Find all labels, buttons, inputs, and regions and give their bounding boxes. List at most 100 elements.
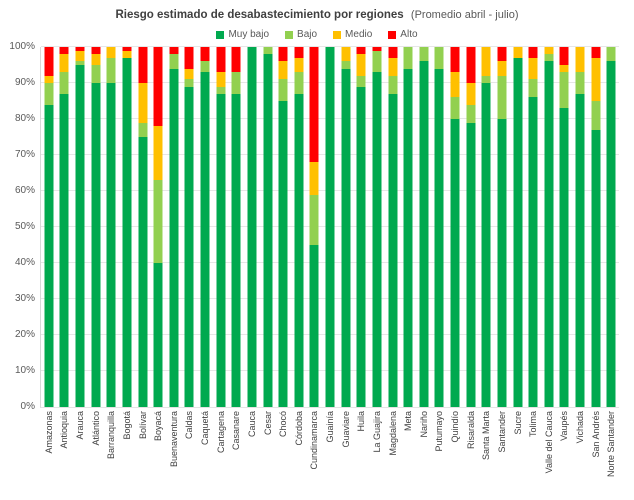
legend-label-bajo: Bajo (297, 29, 318, 40)
segment-bajo-amazonas (44, 83, 54, 105)
bar-slot-atlantico: Atlántico (88, 47, 104, 446)
segment-medio-bogota (122, 50, 132, 58)
y-axis-tick-20: 20% (14, 329, 35, 340)
legend-item-medio: Medio (333, 29, 372, 40)
bar-caldas (184, 47, 194, 407)
y-axis-tick-40: 40% (14, 257, 35, 268)
x-axis-label-meta: Meta (403, 411, 414, 432)
y-axis-tick-30: 30% (14, 293, 35, 304)
segment-muy-bajo-caqueta (200, 72, 210, 407)
segment-alto-atlantico (91, 47, 101, 55)
bar-choco (278, 47, 288, 407)
bar-guainia (325, 47, 335, 407)
bar-slot-cartagena: Cartagena (213, 47, 229, 453)
bar-slot-guaviare: Guaviare (338, 47, 354, 448)
segment-bajo-norte-santander (606, 47, 616, 62)
x-axis-label-huila: Huila (356, 411, 367, 432)
bar-slot-quindio: Quindío (447, 47, 463, 443)
plot-area: 0% 10% 20% 30% 40% 50% 60% 70% 80% 90% 100% Amazona… (9, 41, 619, 477)
segment-muy-bajo-la-guajira (372, 72, 382, 407)
bar-bogota (122, 47, 132, 407)
segment-medio-antioquia (59, 54, 69, 73)
segment-muy-bajo-meta (403, 68, 413, 407)
bar-slot-san-andres: San Andrés (588, 47, 604, 458)
x-axis-label-cesar: Cesar (262, 411, 273, 436)
segment-bajo-risaralda (466, 104, 476, 123)
x-axis-label-caqueta: Caquetá (200, 411, 211, 446)
legend-swatch-medio-icon (333, 30, 342, 39)
y-axis-tick-100: 100% (9, 41, 35, 52)
x-axis-label-sucre: Sucre (512, 411, 523, 435)
segment-muy-bajo-caldas (184, 86, 194, 407)
segment-alto-buenaventura (169, 47, 179, 55)
bar-vaupes (559, 47, 569, 407)
x-axis-label-buenaventura: Buenaventura (168, 411, 179, 468)
segment-muy-bajo-antioquia (59, 93, 69, 407)
segment-medio-risaralda (466, 83, 476, 105)
bar-antioquia (59, 47, 69, 407)
segment-medio-choco (278, 61, 288, 80)
bar-slot-cordoba: Córdoba (291, 47, 307, 446)
segment-muy-bajo-choco (278, 101, 288, 407)
bar-slot-cauca: Cauca (244, 47, 260, 437)
segment-bajo-cesar (263, 47, 273, 55)
bar-slot-magdalena: Magdalena (385, 47, 401, 456)
segment-bajo-cundinamarca (309, 194, 319, 245)
segment-medio-amazonas (44, 75, 54, 84)
segment-bajo-narino (419, 47, 429, 62)
bar-caqueta (200, 47, 210, 407)
y-axis-tick-90: 90% (14, 77, 35, 88)
segment-alto-tolima (528, 47, 538, 58)
segment-alto-vaupes (559, 47, 569, 66)
x-axis-label-atlantico: Atlántico (90, 411, 101, 446)
y-axis-tick-80: 80% (14, 113, 35, 124)
segment-bajo-choco (278, 79, 288, 101)
segment-bajo-huila (356, 75, 366, 87)
bar-slot-tolima: Tolima (525, 47, 541, 437)
segment-alto-san-andres (591, 47, 601, 58)
x-axis-label-valle-del-cauca: Valle del Cauca (543, 411, 554, 474)
segment-muy-bajo-sucre (513, 57, 523, 407)
segment-medio-quindio (450, 72, 460, 98)
segment-bajo-valle-del-cauca (544, 54, 554, 62)
bar-slot-huila: Huila (354, 47, 370, 432)
segment-bajo-magdalena (388, 75, 398, 94)
bar-cauca (247, 47, 257, 407)
segment-bajo-cordoba (294, 72, 304, 94)
x-axis-label-la-guajira: La Guajira (371, 411, 382, 453)
bar-slot-cundinamarca: Cundinamarca (307, 47, 323, 470)
segment-muy-bajo-putumayo (434, 68, 444, 407)
segment-medio-boyaca (153, 126, 163, 181)
bar-slot-choco: Chocó (275, 47, 291, 437)
x-axis-label-cundinamarca: Cundinamarca (309, 411, 320, 470)
bar-slot-antioquia: Antioquia (57, 47, 73, 449)
segment-medio-tolima (528, 57, 538, 80)
x-axis-label-santa-marta: Santa Marta (481, 411, 492, 461)
legend-label-medio: Medio (345, 29, 373, 40)
segment-bajo-bolivar (138, 122, 148, 137)
legend-swatch-bajo-icon (285, 30, 294, 39)
bar-slot-cesar: Cesar (260, 47, 276, 435)
x-axis-label-cauca: Cauca (246, 411, 257, 438)
legend-item-bajo: Bajo (285, 29, 317, 40)
segment-alto-antioquia (59, 47, 69, 55)
segment-muy-bajo-risaralda (466, 122, 476, 407)
segment-muy-bajo-cesar (263, 54, 273, 407)
segment-muy-bajo-arauca (75, 65, 85, 407)
segment-alto-cundinamarca (309, 47, 319, 163)
bar-amazonas (44, 47, 54, 407)
segment-muy-bajo-cartagena (216, 93, 226, 407)
x-axis-label-quindio: Quindío (450, 411, 461, 443)
bar-slot-valle-del-cauca: Valle del Cauca (541, 47, 557, 473)
segment-medio-vaupes (559, 65, 569, 73)
segment-bajo-arauca (75, 61, 85, 65)
bar-slot-bogota: Bogotá (119, 47, 135, 440)
segment-bajo-la-guajira (372, 50, 382, 73)
segment-bajo-vichada (575, 72, 585, 94)
bars-container: Amazonas Antioquia Arauca Atlántico Barranqu… (41, 47, 619, 477)
segment-alto-amazonas (44, 47, 54, 76)
segment-medio-bolivar (138, 83, 148, 123)
segment-medio-cordoba (294, 57, 304, 73)
bar-casanare (231, 47, 241, 407)
segment-bajo-cartagena (216, 86, 226, 94)
